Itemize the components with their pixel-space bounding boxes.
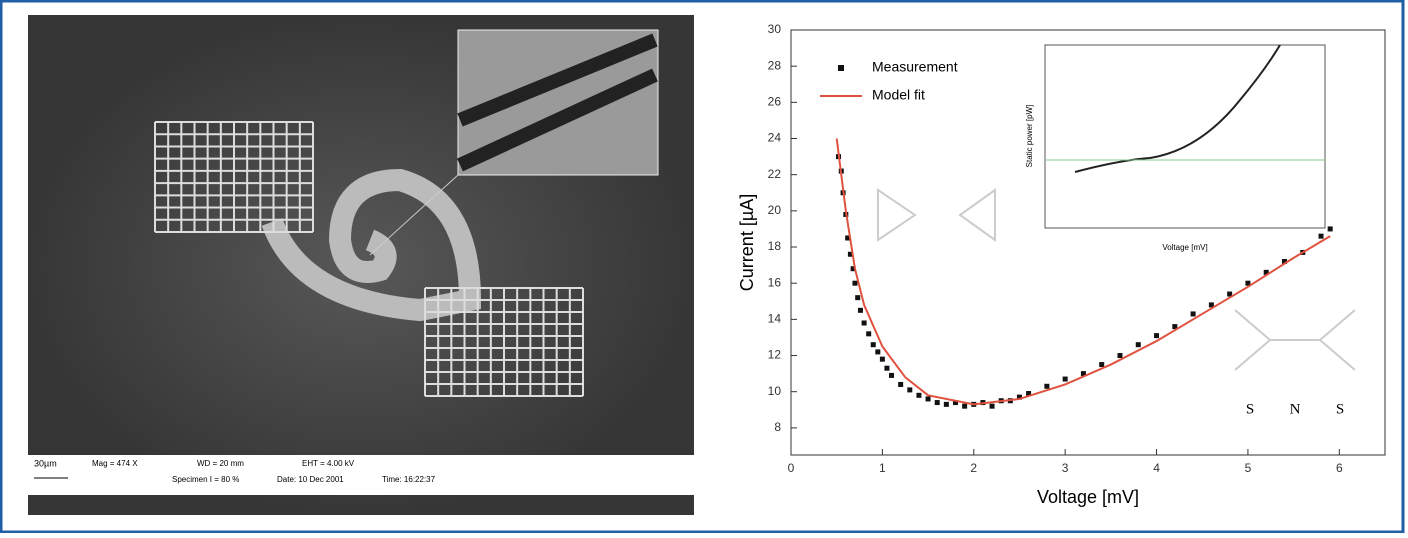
data-point bbox=[989, 403, 995, 409]
data-point bbox=[861, 320, 867, 326]
y-tick-label: 18 bbox=[768, 239, 782, 253]
junction-sketch bbox=[877, 188, 1356, 371]
data-point bbox=[1154, 333, 1160, 339]
data-point bbox=[962, 403, 968, 409]
x-tick-label: 5 bbox=[1245, 461, 1252, 475]
sem-info-text: WD = 20 mm bbox=[197, 459, 244, 468]
y-tick-label: 20 bbox=[768, 203, 782, 217]
data-point bbox=[855, 295, 861, 301]
y-tick-label: 12 bbox=[768, 348, 782, 362]
data-point bbox=[879, 356, 885, 362]
data-point bbox=[1263, 269, 1269, 275]
data-point bbox=[1281, 258, 1287, 264]
y-tick-label: 24 bbox=[768, 131, 782, 145]
sem-info-text: Mag = 474 X bbox=[92, 459, 138, 468]
data-point bbox=[1026, 391, 1032, 397]
y-tick-label: 14 bbox=[768, 312, 782, 326]
y-tick-label: 30 bbox=[768, 22, 782, 36]
data-point bbox=[1208, 302, 1214, 308]
y-tick-label: 26 bbox=[768, 95, 782, 109]
x-tick-label: 0 bbox=[788, 461, 795, 475]
junction-label: S bbox=[1336, 401, 1344, 417]
y-axis-label: Current [µA] bbox=[737, 194, 757, 291]
x-tick-label: 6 bbox=[1336, 461, 1343, 475]
y-tick-label: 16 bbox=[768, 275, 782, 289]
data-point bbox=[1117, 353, 1123, 359]
sem-info-text: Specimen I = 80 % bbox=[172, 475, 239, 484]
data-point bbox=[866, 331, 872, 337]
data-point bbox=[850, 266, 856, 272]
y-tick-label: 22 bbox=[768, 167, 782, 181]
data-point bbox=[1016, 394, 1022, 400]
data-point bbox=[1044, 383, 1050, 389]
data-point bbox=[916, 392, 922, 398]
fit-line bbox=[835, 138, 1331, 406]
data-point bbox=[875, 349, 881, 355]
sem-info-text: Date: 10 Dec 2001 bbox=[277, 475, 344, 484]
x-tick-label: 4 bbox=[1153, 461, 1160, 475]
y-tick-label: 8 bbox=[774, 420, 781, 434]
data-point bbox=[870, 342, 876, 348]
data-point bbox=[852, 280, 858, 286]
sem-inset-strips bbox=[457, 33, 658, 172]
x-tick-label: 1 bbox=[879, 461, 886, 475]
data-point bbox=[1135, 342, 1141, 348]
sem-inset-pointer bbox=[369, 174, 459, 256]
x-axis-label: Voltage [mV] bbox=[1037, 487, 1139, 507]
data-point bbox=[925, 396, 931, 402]
legend-marker bbox=[838, 65, 844, 71]
data-point bbox=[1245, 280, 1251, 286]
data-point bbox=[1062, 376, 1068, 382]
data-point bbox=[952, 400, 958, 406]
data-point bbox=[907, 387, 913, 393]
junction-label: N bbox=[1290, 401, 1301, 417]
inset-y-label: Static power [pW] bbox=[1025, 105, 1034, 168]
sem-info-bar bbox=[28, 455, 694, 495]
plot-area bbox=[790, 29, 1386, 456]
x-tick-label: 2 bbox=[970, 461, 977, 475]
data-point bbox=[845, 235, 851, 241]
y-tick-label: 28 bbox=[768, 58, 782, 72]
data-point bbox=[898, 381, 904, 387]
junction-label: S bbox=[1246, 401, 1254, 417]
inset-curve bbox=[1074, 44, 1281, 173]
sem-image: 30µm Mag = 474 X WD = 20 mm EHT = 4.00 kV S… bbox=[28, 15, 694, 515]
data-point bbox=[847, 251, 853, 257]
legend-label: Measurement bbox=[872, 59, 958, 75]
data-point bbox=[857, 307, 863, 313]
inset-frame bbox=[1044, 44, 1326, 229]
data-point bbox=[1099, 362, 1105, 368]
y-tick-label: 10 bbox=[768, 384, 782, 398]
data-point bbox=[884, 365, 890, 371]
sem-info-text: Time: 16:22:37 bbox=[382, 475, 436, 484]
legend-label: Model fit bbox=[872, 87, 925, 103]
data-point bbox=[1190, 311, 1196, 317]
data-point bbox=[1227, 291, 1233, 297]
data-point bbox=[1080, 371, 1086, 377]
sem-info-text: EHT = 4.00 kV bbox=[302, 459, 355, 468]
data-point bbox=[934, 400, 940, 406]
x-tick-label: 3 bbox=[1062, 461, 1069, 475]
inset-x-label: Voltage [mV] bbox=[1162, 243, 1207, 252]
data-point bbox=[1327, 226, 1333, 232]
data-point bbox=[943, 401, 949, 407]
data-point bbox=[889, 372, 895, 378]
data-point bbox=[1318, 233, 1324, 239]
scale-bar-label: 30µm bbox=[34, 458, 57, 468]
data-point bbox=[1172, 324, 1178, 330]
spiral-antenna bbox=[261, 168, 482, 322]
